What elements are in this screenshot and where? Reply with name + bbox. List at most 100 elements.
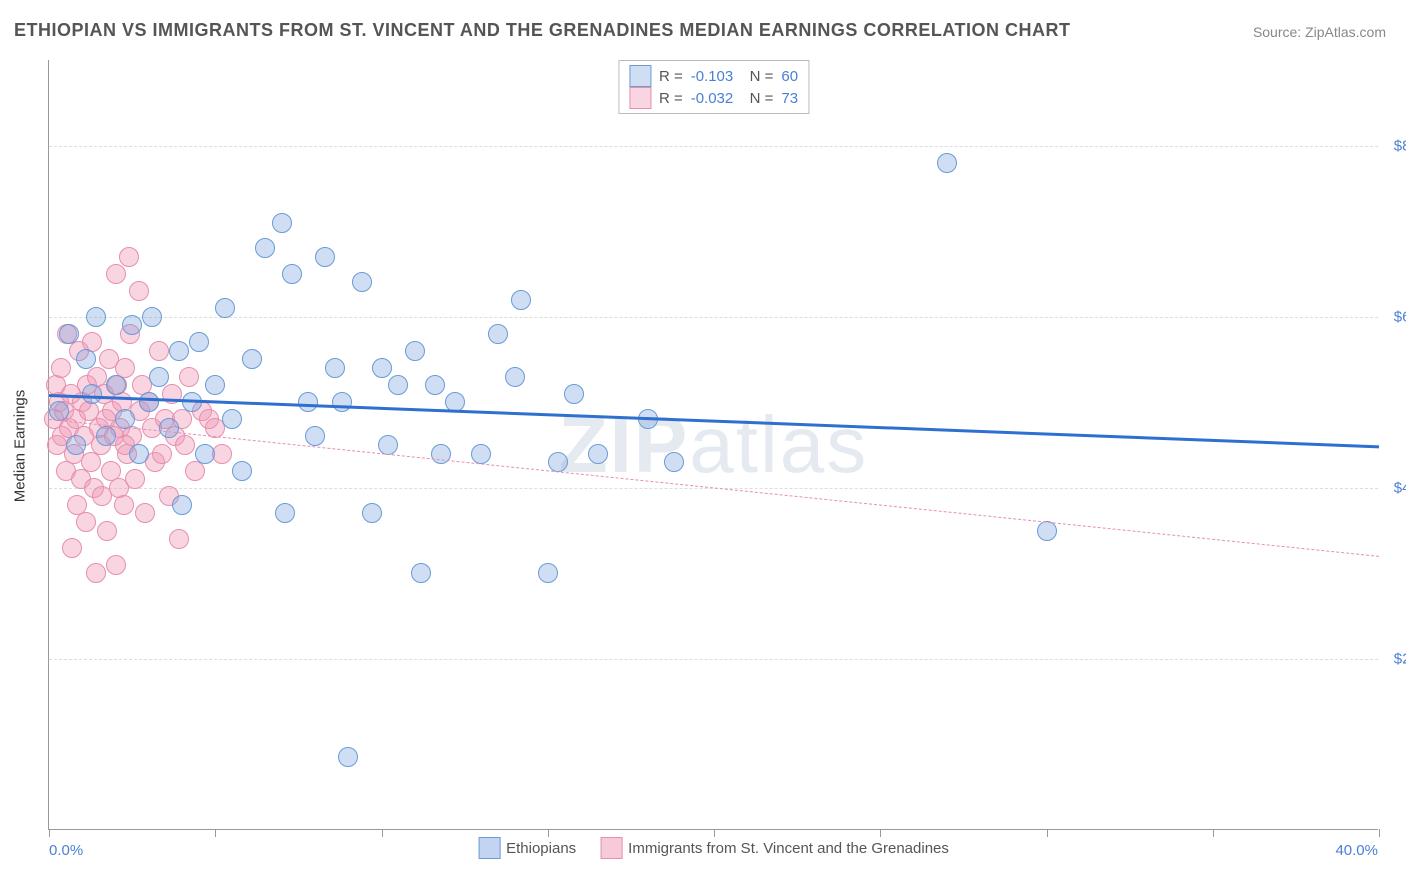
x-tick [382, 829, 383, 837]
legend-n-value-0: 60 [781, 68, 798, 85]
scatter-point [352, 272, 372, 292]
legend-row-0: R = -0.103 N = 60 [629, 65, 798, 87]
x-label-right: 40.0% [1335, 842, 1378, 859]
legend-r-label: R = [659, 90, 683, 107]
scatter-point [564, 384, 584, 404]
scatter-point [175, 435, 195, 455]
y-tick-label: $20,000 [1388, 650, 1406, 667]
scatter-point [76, 512, 96, 532]
scatter-point [142, 307, 162, 327]
scatter-point [97, 521, 117, 541]
scatter-point [325, 358, 345, 378]
scatter-point [505, 367, 525, 387]
scatter-point [76, 349, 96, 369]
scatter-point [332, 392, 352, 412]
x-label-left: 0.0% [49, 842, 83, 859]
scatter-point [937, 153, 957, 173]
scatter-point [255, 238, 275, 258]
scatter-point [152, 444, 172, 464]
scatter-point [125, 469, 145, 489]
scatter-point [388, 375, 408, 395]
scatter-point [195, 444, 215, 464]
scatter-point [205, 375, 225, 395]
scatter-point [511, 290, 531, 310]
scatter-point [86, 307, 106, 327]
gridline [49, 659, 1378, 660]
x-tick [215, 829, 216, 837]
source-label: Source: ZipAtlas.com [1253, 24, 1386, 40]
scatter-point [82, 384, 102, 404]
scatter-point [222, 409, 242, 429]
scatter-point [185, 461, 205, 481]
scatter-point [169, 341, 189, 361]
watermark-bold: ZIP [559, 400, 689, 489]
y-axis-title: Median Earnings [12, 390, 29, 503]
scatter-point [189, 332, 209, 352]
legend-r-label: R = [659, 68, 683, 85]
legend-r-value-0: -0.103 [691, 68, 734, 85]
x-tick [1379, 829, 1380, 837]
chart-title: ETHIOPIAN VS IMMIGRANTS FROM ST. VINCENT… [14, 20, 1071, 41]
scatter-point [405, 341, 425, 361]
legend-swatch [600, 837, 622, 859]
scatter-point [129, 444, 149, 464]
gridline [49, 317, 1378, 318]
scatter-point [135, 503, 155, 523]
scatter-point [139, 392, 159, 412]
legend-row-1: R = -0.032 N = 73 [629, 87, 798, 109]
scatter-point [149, 367, 169, 387]
scatter-point [215, 298, 235, 318]
scatter-point [1037, 521, 1057, 541]
legend-item: Ethiopians [478, 837, 576, 859]
legend-n-label: N = [741, 68, 773, 85]
scatter-point [315, 247, 335, 267]
y-tick-label: $60,000 [1388, 308, 1406, 325]
scatter-point [272, 213, 292, 233]
scatter-point [149, 341, 169, 361]
scatter-point [106, 555, 126, 575]
x-tick [714, 829, 715, 837]
scatter-point [81, 452, 101, 472]
scatter-point [179, 367, 199, 387]
scatter-point [66, 435, 86, 455]
scatter-point [96, 426, 116, 446]
x-tick [880, 829, 881, 837]
scatter-point [305, 426, 325, 446]
scatter-point [119, 247, 139, 267]
scatter-point [664, 452, 684, 472]
scatter-point [114, 495, 134, 515]
scatter-point [242, 349, 262, 369]
correlation-legend: R = -0.103 N = 60 R = -0.032 N = 73 [618, 60, 809, 114]
scatter-point [471, 444, 491, 464]
legend-label: Immigrants from St. Vincent and the Gren… [628, 840, 949, 857]
scatter-point [275, 503, 295, 523]
x-tick [1047, 829, 1048, 837]
legend-item: Immigrants from St. Vincent and the Gren… [600, 837, 949, 859]
plot-area: ZIPatlas R = -0.103 N = 60 R = -0.032 N … [48, 60, 1378, 830]
legend-r-value-1: -0.032 [691, 90, 734, 107]
legend-n-label: N = [741, 90, 773, 107]
scatter-point [106, 264, 126, 284]
scatter-point [488, 324, 508, 344]
y-tick-label: $80,000 [1388, 137, 1406, 154]
x-tick [548, 829, 549, 837]
scatter-point [232, 461, 252, 481]
chart-container: ETHIOPIAN VS IMMIGRANTS FROM ST. VINCENT… [0, 0, 1406, 892]
legend-swatch-0 [629, 65, 651, 87]
scatter-point [172, 495, 192, 515]
watermark-light: atlas [689, 400, 868, 489]
series-legend: Ethiopians Immigrants from St. Vincent an… [478, 837, 949, 859]
legend-n-value-1: 73 [781, 90, 798, 107]
scatter-point [49, 401, 69, 421]
scatter-point [51, 358, 71, 378]
scatter-point [129, 281, 149, 301]
scatter-point [425, 375, 445, 395]
legend-label: Ethiopians [506, 840, 576, 857]
y-tick-label: $40,000 [1388, 479, 1406, 496]
scatter-point [122, 315, 142, 335]
legend-swatch [478, 837, 500, 859]
scatter-point [169, 529, 189, 549]
legend-swatch-1 [629, 87, 651, 109]
scatter-point [106, 375, 126, 395]
scatter-point [62, 538, 82, 558]
